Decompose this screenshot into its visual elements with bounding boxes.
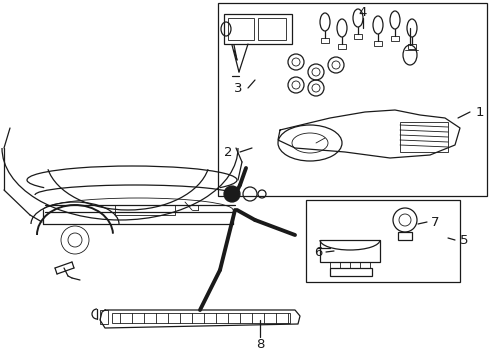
Bar (306, 200, 460, 282)
Bar (228, 18, 254, 40)
Bar (408, 44, 416, 49)
Text: 4: 4 (359, 5, 367, 18)
Bar (330, 268, 372, 276)
Text: 6: 6 (314, 246, 322, 258)
Bar (218, 3, 487, 196)
Text: 8: 8 (256, 338, 264, 351)
Bar (338, 44, 346, 49)
Text: 1: 1 (476, 105, 484, 118)
Bar (321, 38, 329, 43)
Bar (224, 14, 292, 44)
Bar (258, 18, 286, 40)
Bar (354, 34, 362, 39)
Bar (115, 205, 175, 215)
Text: 2: 2 (224, 145, 232, 158)
Text: 3: 3 (234, 81, 242, 95)
Bar (400, 122, 448, 152)
Bar (398, 232, 412, 240)
Bar (374, 41, 382, 46)
Bar (112, 313, 290, 323)
Bar (100, 310, 108, 324)
Text: 5: 5 (460, 234, 468, 247)
Bar (320, 240, 380, 262)
Text: 7: 7 (431, 216, 439, 229)
Circle shape (224, 186, 240, 202)
Bar (391, 36, 399, 41)
